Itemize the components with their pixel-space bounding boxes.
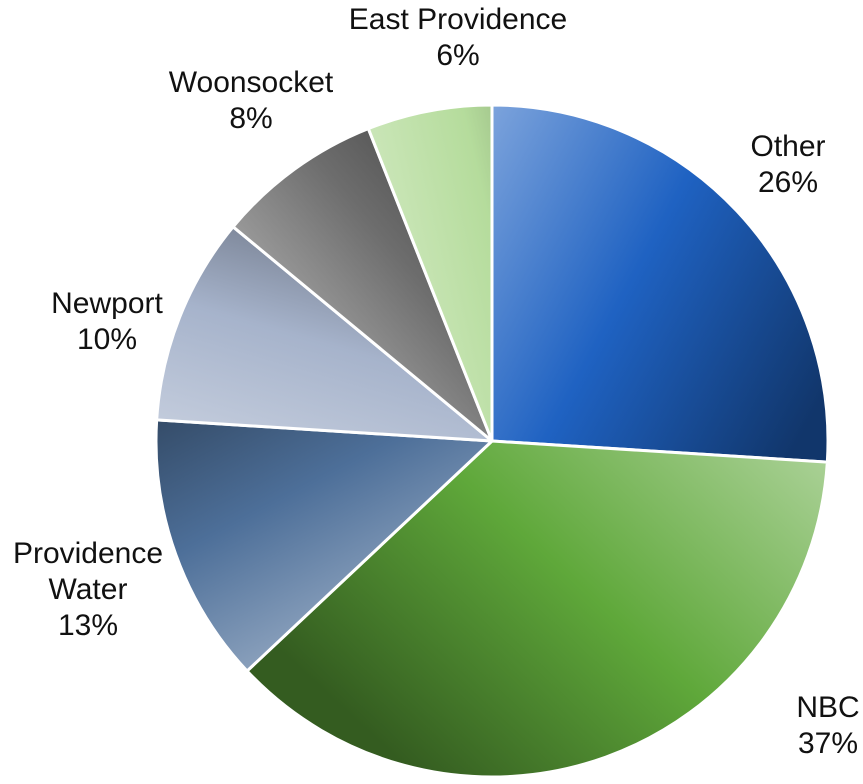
pie-labels: Other 26%NBC 37%Providence Water 13%Newport 1… bbox=[13, 3, 860, 760]
slice-percent-newport: 10% bbox=[77, 323, 137, 356]
slice-name-nbc: NBC bbox=[796, 691, 859, 724]
pie-slice-newport bbox=[155, 225, 494, 443]
slice-name-providence-water: Water bbox=[49, 573, 128, 606]
pie-slice-east-providence bbox=[366, 103, 494, 443]
slice-label-other: Other 26% bbox=[750, 130, 825, 199]
slice-name-east-providence: East Providence bbox=[349, 3, 567, 36]
slice-label-newport: Newport 10% bbox=[51, 287, 163, 356]
slice-percent-woonsocket: 8% bbox=[229, 102, 272, 135]
slice-name-newport: Newport bbox=[51, 287, 163, 320]
slice-percent-other: 26% bbox=[758, 166, 818, 199]
slice-percent-providence-water: 13% bbox=[58, 609, 118, 642]
slice-percent-nbc: 37% bbox=[798, 727, 858, 760]
slice-label-providence-water: Providence Water 13% bbox=[13, 537, 163, 642]
slice-name-providence-water: Providence bbox=[13, 537, 163, 570]
slice-name-woonsocket: Woonsocket bbox=[169, 66, 334, 99]
pie-slice-woonsocket bbox=[231, 127, 494, 443]
pie-slice-other bbox=[490, 103, 830, 464]
slice-label-nbc: NBC 37% bbox=[796, 691, 859, 760]
slice-label-east-providence: East Providence 6% bbox=[349, 3, 567, 72]
slice-percent-east-providence: 6% bbox=[436, 39, 479, 72]
slice-name-other: Other bbox=[750, 130, 825, 163]
pie-slice-nbc bbox=[245, 439, 829, 779]
pie-slice-providence-water bbox=[154, 418, 494, 673]
slice-label-woonsocket: Woonsocket 8% bbox=[169, 66, 334, 135]
pie-slices bbox=[154, 103, 830, 779]
